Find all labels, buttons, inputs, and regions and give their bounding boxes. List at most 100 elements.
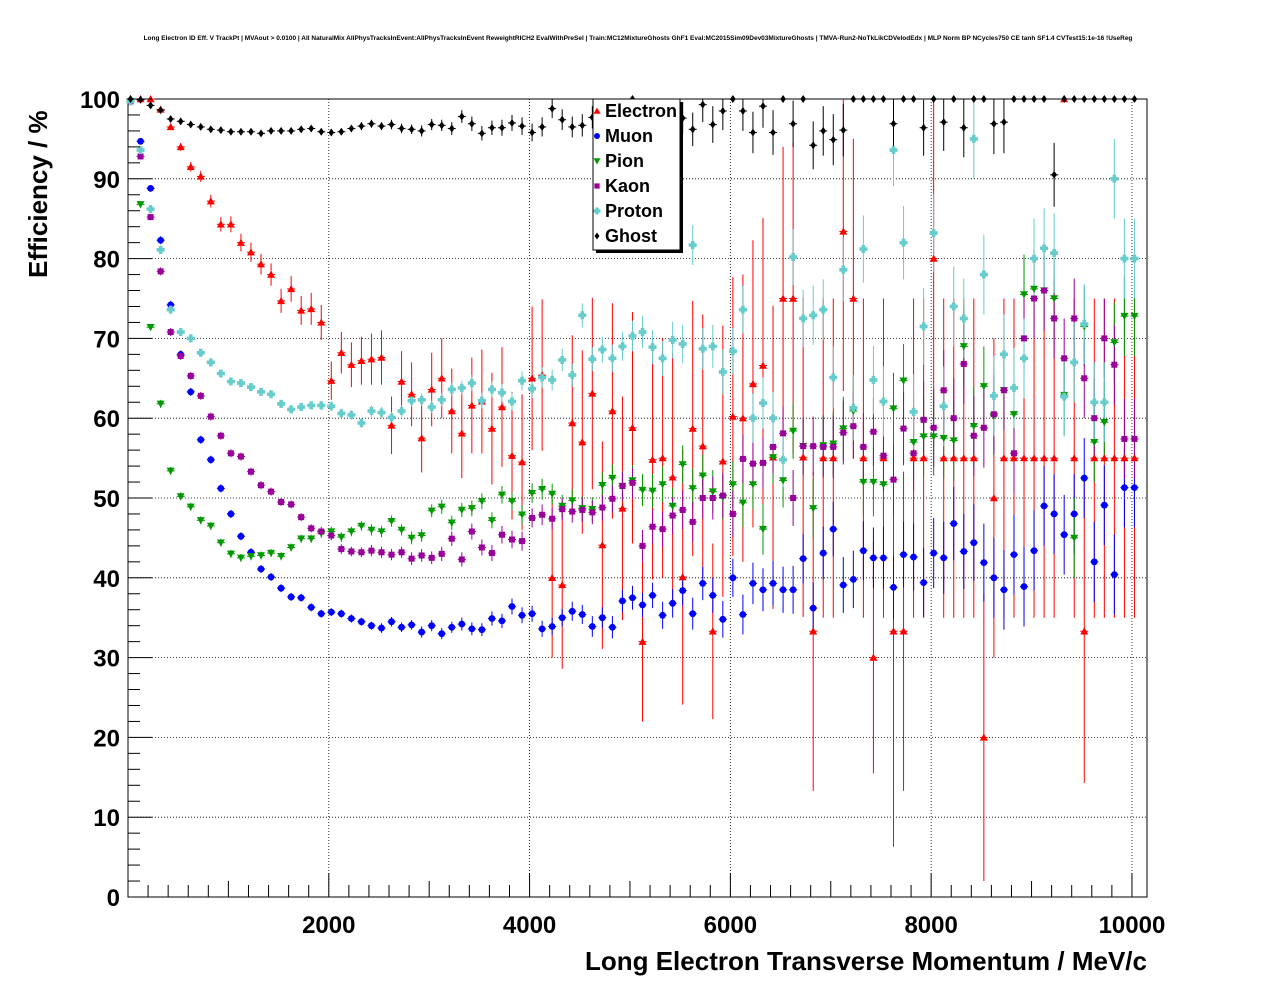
kaon-point: [840, 429, 847, 436]
kaon-point: [509, 536, 516, 543]
proton-point: [899, 238, 908, 247]
pion-point: [357, 522, 366, 530]
electron-point: [939, 454, 948, 462]
electron-point: [257, 260, 266, 268]
pion-point: [407, 534, 416, 542]
ghost-point: [318, 127, 325, 136]
muon-point: [418, 628, 426, 636]
muon-point: [468, 625, 476, 633]
electron-point: [708, 627, 717, 635]
muon-point: [829, 525, 837, 533]
ghost-point: [860, 95, 867, 103]
kaon-point: [157, 268, 164, 275]
electron-point: [558, 580, 567, 589]
x-axis-title: Long Electron Transverse Momentum / MeV/…: [585, 946, 1147, 976]
kaon-point: [328, 532, 335, 539]
pion-point: [508, 497, 517, 506]
muon-point: [970, 539, 978, 547]
muon-point: [619, 597, 626, 605]
pion-point: [337, 533, 346, 542]
kaon-point: [388, 551, 395, 558]
muon-point: [378, 624, 385, 632]
proton-point: [437, 395, 446, 404]
proton-point: [146, 205, 155, 214]
proton-point: [1009, 383, 1018, 392]
electron-point: [337, 348, 346, 356]
electron-point: [1090, 454, 1099, 462]
proton-point: [919, 322, 928, 331]
muon-point: [1000, 586, 1008, 594]
kaon-point: [448, 535, 455, 542]
electron-point: [678, 573, 687, 581]
ghost-point: [258, 129, 264, 138]
muon-point: [1100, 501, 1108, 509]
pion-point: [568, 497, 577, 505]
muon-point: [679, 587, 687, 594]
muon-point: [799, 555, 807, 563]
proton-point: [467, 379, 476, 388]
proton-point: [738, 305, 747, 314]
kaon-point: [338, 546, 345, 553]
electron-point: [548, 573, 557, 581]
muon-point: [508, 603, 516, 610]
electron-point: [919, 454, 928, 462]
kaon-point: [569, 508, 576, 515]
pion-point: [176, 493, 185, 501]
electron-point: [688, 424, 697, 432]
ghost-point: [238, 127, 244, 136]
proton-point: [1020, 354, 1029, 363]
proton-point: [929, 229, 938, 238]
muon-point: [347, 615, 355, 622]
muon-point: [920, 579, 928, 586]
kaon-point: [1131, 435, 1138, 442]
proton-point: [1120, 254, 1129, 263]
muon-point: [358, 618, 365, 626]
kaon-point: [1091, 415, 1098, 422]
pion-point: [287, 544, 296, 552]
electron-point: [728, 412, 737, 420]
ghost-point: [147, 101, 154, 110]
kaon-point: [619, 483, 626, 490]
electron-point: [216, 220, 225, 228]
muon-point: [488, 615, 496, 622]
ghost-point: [850, 95, 857, 103]
electron-point: [1030, 454, 1039, 462]
proton-point: [628, 332, 637, 341]
proton-point: [939, 402, 948, 411]
muon-point: [739, 611, 747, 618]
proton-point: [979, 270, 988, 279]
ghost-point: [157, 106, 164, 115]
kaon-point: [790, 495, 797, 501]
kaon-point: [719, 492, 726, 499]
kaon-point: [549, 515, 556, 522]
kaon-point: [308, 525, 315, 532]
pion-point: [879, 481, 888, 489]
ghost-point: [288, 126, 294, 135]
electron-point: [849, 294, 858, 302]
kaon-point: [820, 443, 827, 450]
kaon-point: [629, 479, 636, 486]
kaon-point: [1101, 335, 1108, 342]
proton-point: [156, 245, 165, 254]
kaon-point: [980, 424, 987, 431]
kaon-point: [950, 415, 957, 422]
kaon-point: [930, 424, 937, 431]
proton-point: [1030, 254, 1039, 263]
muon-point: [1050, 510, 1058, 518]
electron-point: [588, 389, 597, 397]
proton-point: [799, 314, 808, 323]
kaon-point: [539, 511, 546, 518]
ghost-point: [509, 118, 515, 127]
proton-point: [1090, 398, 1099, 407]
proton-point: [728, 347, 737, 356]
muon-point: [859, 547, 867, 555]
kaon-point: [599, 504, 606, 511]
proton-point: [377, 408, 386, 417]
electron-point: [166, 122, 175, 131]
proton-point: [708, 342, 717, 351]
axes: 2000 4000 6000 8000 10000 0 10 20 30 40 50 60 70 80 90…: [80, 87, 1165, 939]
electron-point: [277, 296, 286, 305]
kaon-point: [759, 459, 766, 466]
kaon-legend-marker: [594, 183, 600, 189]
kaon-point: [870, 428, 877, 435]
